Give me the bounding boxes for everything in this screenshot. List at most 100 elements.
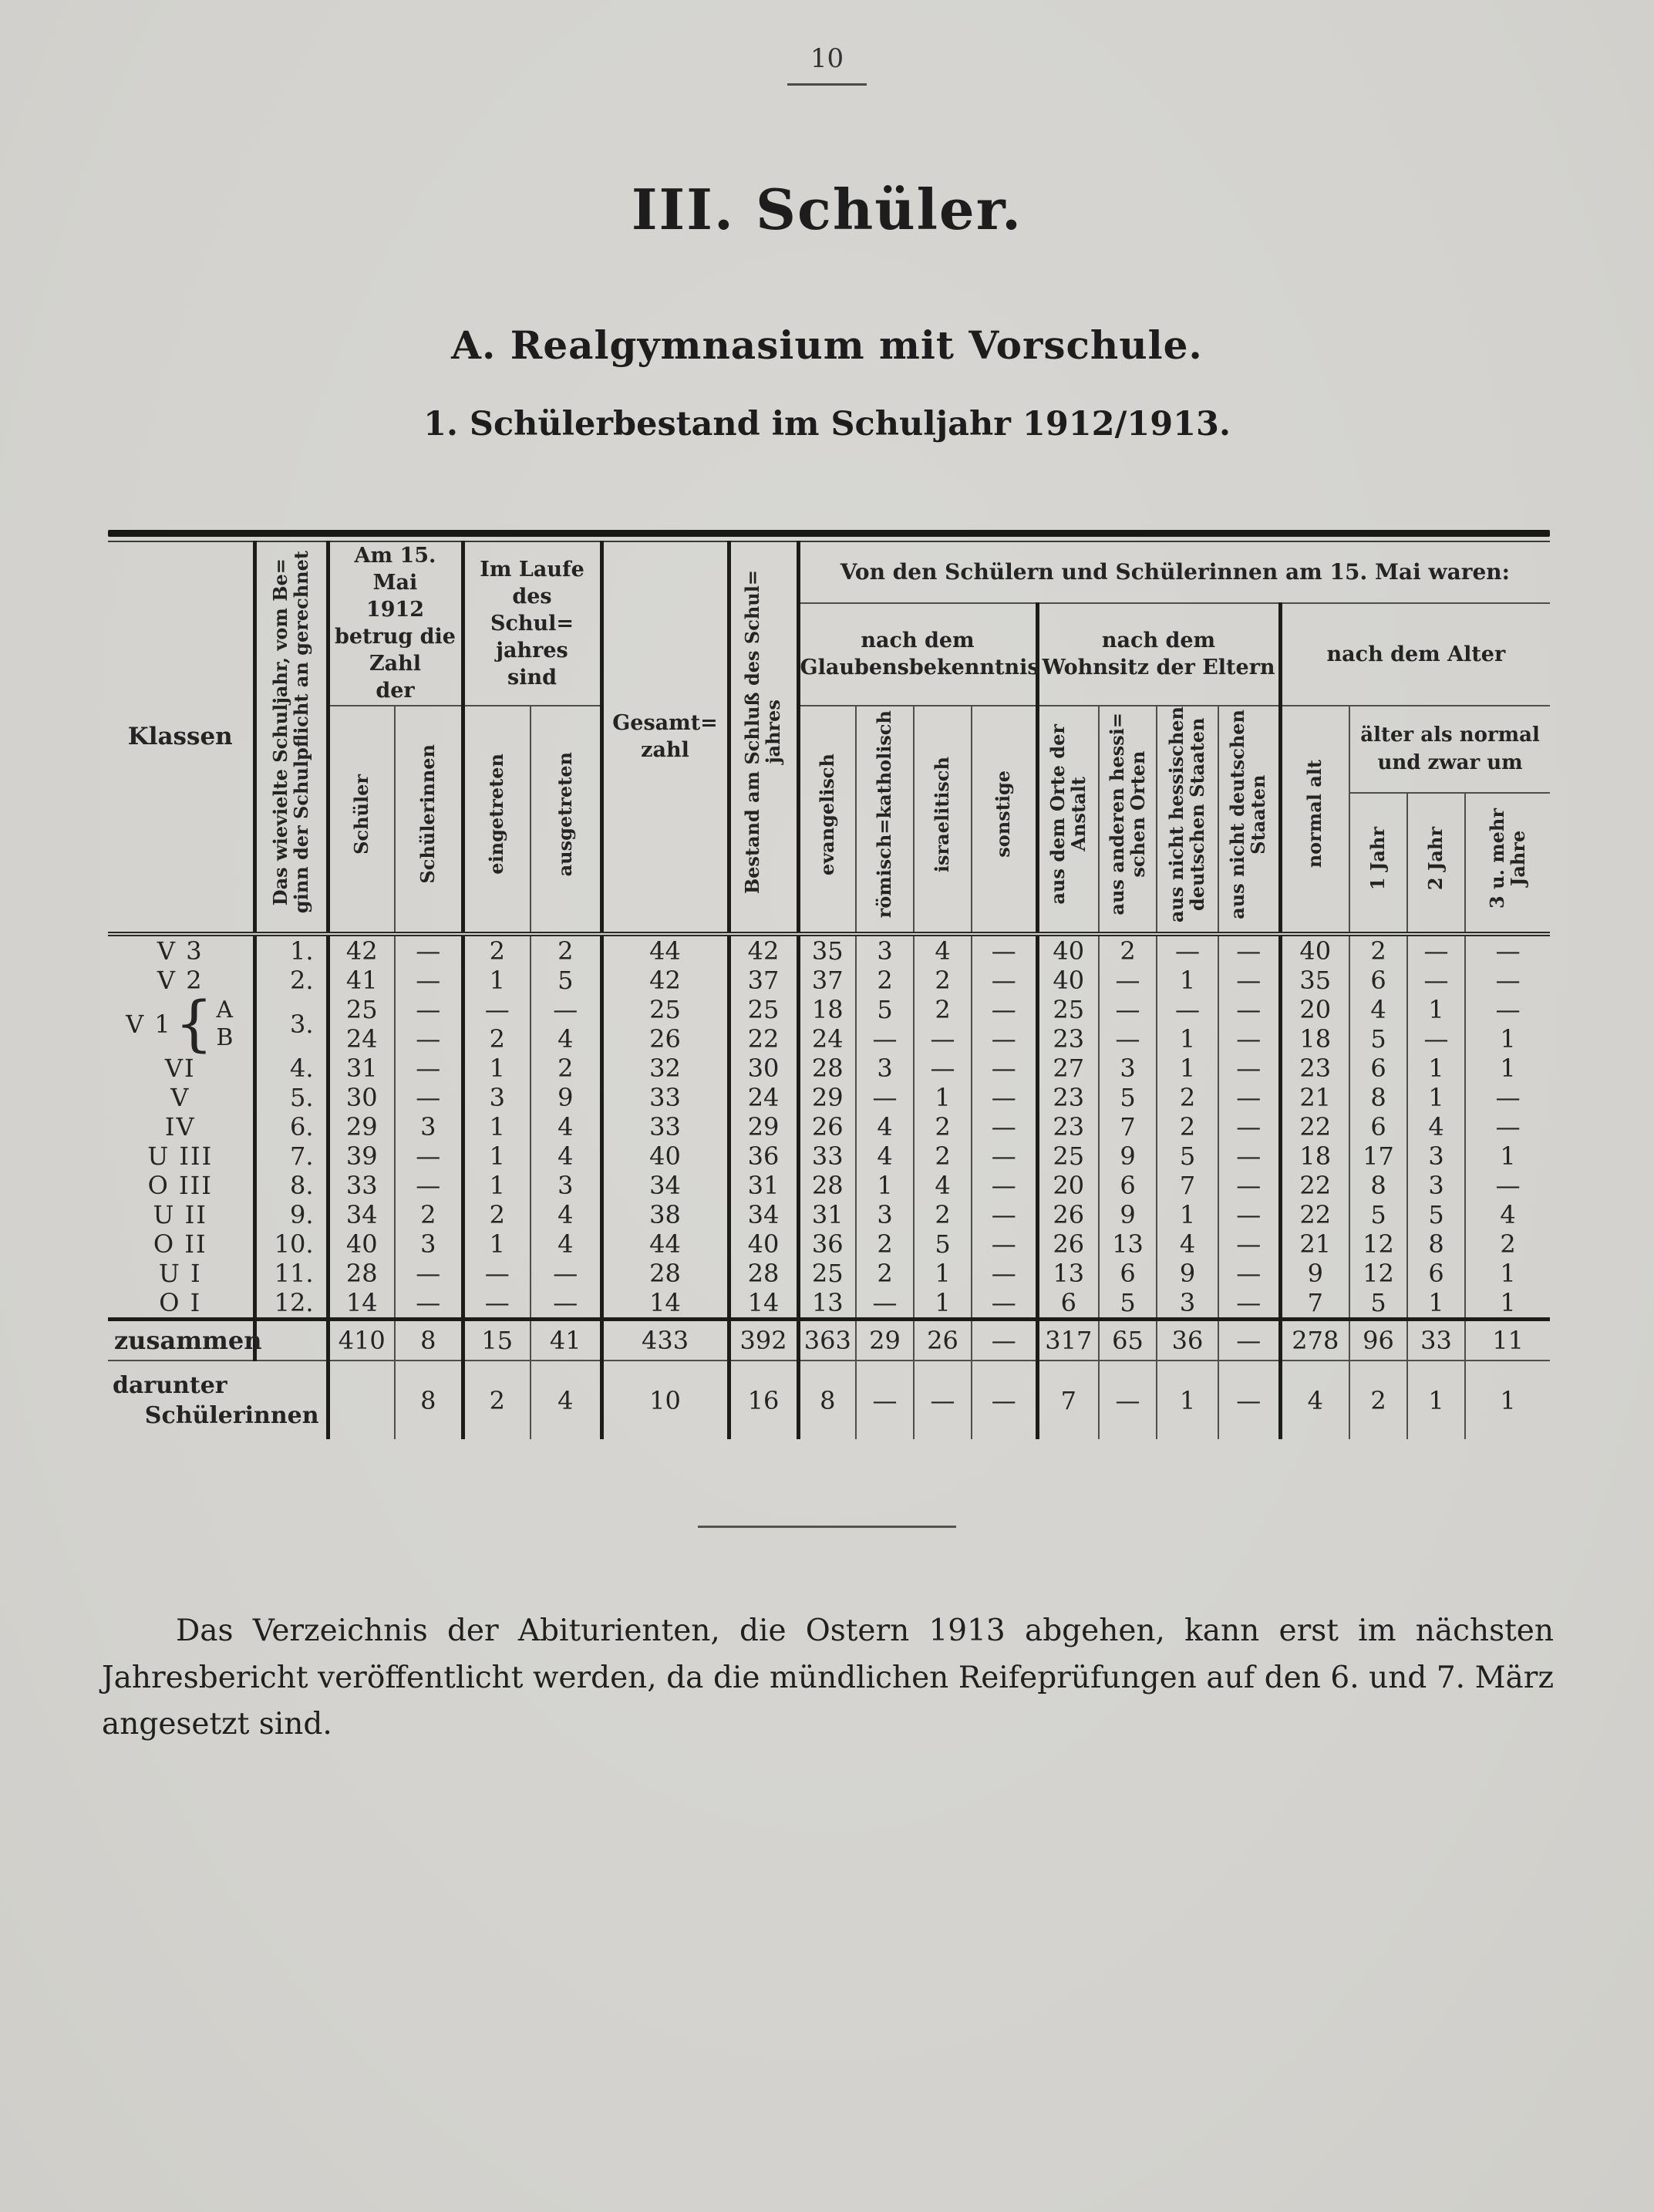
cell-israelitisch: 1	[913, 1287, 972, 1320]
cell-schuelerinnen: —	[394, 965, 463, 995]
cell-aelter-3-mehr-jahre: —	[1464, 1082, 1551, 1112]
cell-aelter-3-mehr-jahre: 2	[1464, 1229, 1551, 1259]
cell-andere-hessische-orte: 9	[1098, 1141, 1157, 1171]
cell-orte-anstalt: 6	[1035, 1287, 1100, 1320]
cell-aelter-1-jahr: 6	[1349, 965, 1408, 995]
class-number: 3.	[252, 994, 328, 1054]
cell-normal-alt: 20	[1278, 994, 1350, 1024]
cell-aelter-3-mehr-jahre: —	[1464, 931, 1551, 966]
cell-bestand: 14	[726, 1287, 799, 1320]
cell-israelitisch: 4	[913, 931, 972, 966]
zusammen-ausgetreten: 41	[529, 1317, 602, 1361]
class-label: U III	[147, 1141, 214, 1171]
cell-nicht-deutsche-staaten: —	[1218, 994, 1281, 1024]
class-number: 8.	[252, 1170, 328, 1200]
zusammen-label: zusammen	[108, 1317, 262, 1361]
cell-normal-alt: 21	[1278, 1082, 1350, 1112]
darunter-label: darunter Schülerinnen	[108, 1360, 328, 1440]
cell-eingetreten: 1	[460, 1229, 531, 1259]
table-row: U II 9. 34 2 2 4 38 34 31 3 2—26 9 1—22 5 5 4	[108, 1199, 1551, 1229]
cell-aelter-2-jahr: 3	[1406, 1170, 1466, 1200]
table-row: O III 8. 33—1 3 34 31 28 1 4—20 6 7—22 8 3—	[108, 1170, 1551, 1200]
cell-normal-alt: 7	[1278, 1287, 1350, 1320]
darunter-evangelisch: 8	[796, 1360, 857, 1440]
cell-andere-hessische-orte: 5	[1098, 1082, 1157, 1112]
cell-andere-hessische-orte: 5	[1098, 1287, 1157, 1320]
cell-israelitisch: 5	[913, 1229, 972, 1259]
table-row: O II 10. 40 3 1 4 44 40 36 2 5—26 13 4—21 12 8 2	[108, 1229, 1551, 1259]
cell-schueler: 28	[325, 1258, 395, 1288]
cell-nicht-deutsche-staaten: —	[1218, 1170, 1281, 1200]
cell-nicht-deutsche-staaten: —	[1218, 1053, 1281, 1083]
cell-aelter-2-jahr: 1	[1406, 994, 1466, 1024]
cell-israelitisch: 2	[913, 1111, 972, 1141]
page-header: 10	[0, 0, 1654, 86]
section-title: III. Schüler.	[631, 177, 1023, 242]
cell-ausgetreten: —	[529, 994, 602, 1024]
cell-andere-hessische-orte: 13	[1098, 1229, 1157, 1259]
cell-ausgetreten: 3	[529, 1170, 602, 1200]
subsection-heading-a: A. Realgymnasium mit Vorschule.	[451, 322, 1203, 368]
cell-bestand: 30	[726, 1053, 799, 1083]
cell-aelter-2-jahr: 1	[1406, 1082, 1466, 1112]
cell-gesamtzahl: 28	[599, 1258, 729, 1288]
darunter-aelter-1-jahr: 2	[1349, 1360, 1408, 1440]
cell-aelter-2-jahr: —	[1406, 931, 1466, 966]
cell-sonstige: —	[971, 965, 1038, 995]
cell-israelitisch: 4	[913, 1170, 972, 1200]
darunter-gesamtzahl: 10	[599, 1360, 729, 1440]
cell-eingetreten: 2	[460, 1199, 531, 1229]
cell-israelitisch: —	[913, 1023, 972, 1054]
cell-schueler: 30	[325, 1082, 395, 1112]
cell-aelter-3-mehr-jahre: —	[1464, 994, 1551, 1024]
cell-normal-alt: 35	[1278, 965, 1350, 995]
cell-roemisch-katholisch: 2	[855, 1229, 915, 1259]
cell-nicht-hessische-staaten: 3	[1156, 1287, 1219, 1320]
cell-bestand: 28	[726, 1258, 799, 1288]
page-number: 10	[787, 43, 867, 86]
cell-evangelisch: 24	[796, 1023, 857, 1054]
cell-sonstige: —	[971, 1023, 1038, 1054]
zusammen-israelitisch: 26	[913, 1317, 972, 1361]
cell-bestand: 22	[726, 1023, 799, 1054]
cell-andere-hessische-orte: —	[1098, 965, 1157, 995]
cell-eingetreten: 1	[460, 1111, 531, 1141]
darunter-nicht-hessische-staaten: 1	[1156, 1360, 1219, 1440]
darunter-andere-hessische-orte: —	[1098, 1360, 1157, 1440]
zusammen-andere-hessische-orte: 65	[1098, 1317, 1157, 1361]
cell-aelter-1-jahr: 5	[1349, 1287, 1408, 1320]
cell-orte-anstalt: 23	[1035, 1111, 1100, 1141]
table-row: VI 4. 31—1 2 32 30 28 3— —27 3 1—23 6 1 1	[108, 1053, 1551, 1083]
cell-aelter-1-jahr: 2	[1349, 931, 1408, 966]
cell-orte-anstalt: 40	[1035, 965, 1100, 995]
zusammen-normal-alt: 278	[1278, 1317, 1350, 1361]
cell-nicht-deutsche-staaten: —	[1218, 1082, 1281, 1112]
cell-schuelerinnen: 2	[394, 1199, 463, 1229]
cell-roemisch-katholisch: —	[855, 1023, 915, 1054]
cell-bestand: 37	[726, 965, 799, 995]
cell-schueler: 31	[325, 1053, 395, 1083]
cell-nicht-deutsche-staaten: —	[1218, 1023, 1281, 1054]
cell-evangelisch: 28	[796, 1170, 857, 1200]
cell-gesamtzahl: 42	[599, 965, 729, 995]
cell-ausgetreten: 4	[529, 1229, 602, 1259]
cell-nicht-deutsche-staaten: —	[1218, 1258, 1281, 1288]
class-number: 6.	[252, 1111, 328, 1141]
col-header-sonstige: sonstige	[971, 705, 1038, 934]
table-body: V 3 1. 42—2 2 44 42 35 3 4—40 2— —40 2— — V 2 2. 41—1 5 4…	[108, 931, 1551, 1440]
col-header-nicht-hessische-staaten: aus nicht hessischen deutschen Staaten	[1156, 705, 1219, 934]
darunter-orte-anstalt: 7	[1035, 1360, 1100, 1440]
table-row: V 3 1. 42—2 2 44 42 35 3 4—40 2— —40 2— —	[108, 931, 1551, 966]
cell-gesamtzahl: 44	[599, 1229, 729, 1259]
cell-gesamtzahl: 33	[599, 1111, 729, 1141]
cell-orte-anstalt: 23	[1035, 1023, 1100, 1054]
cell-aelter-3-mehr-jahre: —	[1464, 1170, 1551, 1200]
cell-sonstige: —	[971, 1082, 1038, 1112]
cell-aelter-1-jahr: 6	[1349, 1053, 1408, 1083]
darunter-normal-alt: 4	[1278, 1360, 1350, 1440]
col-header-2-jahr: 2 Jahr	[1406, 793, 1466, 934]
cell-orte-anstalt: 25	[1035, 994, 1100, 1024]
cell-aelter-1-jahr: 8	[1349, 1170, 1408, 1200]
class-sub-b: B	[216, 1023, 235, 1051]
